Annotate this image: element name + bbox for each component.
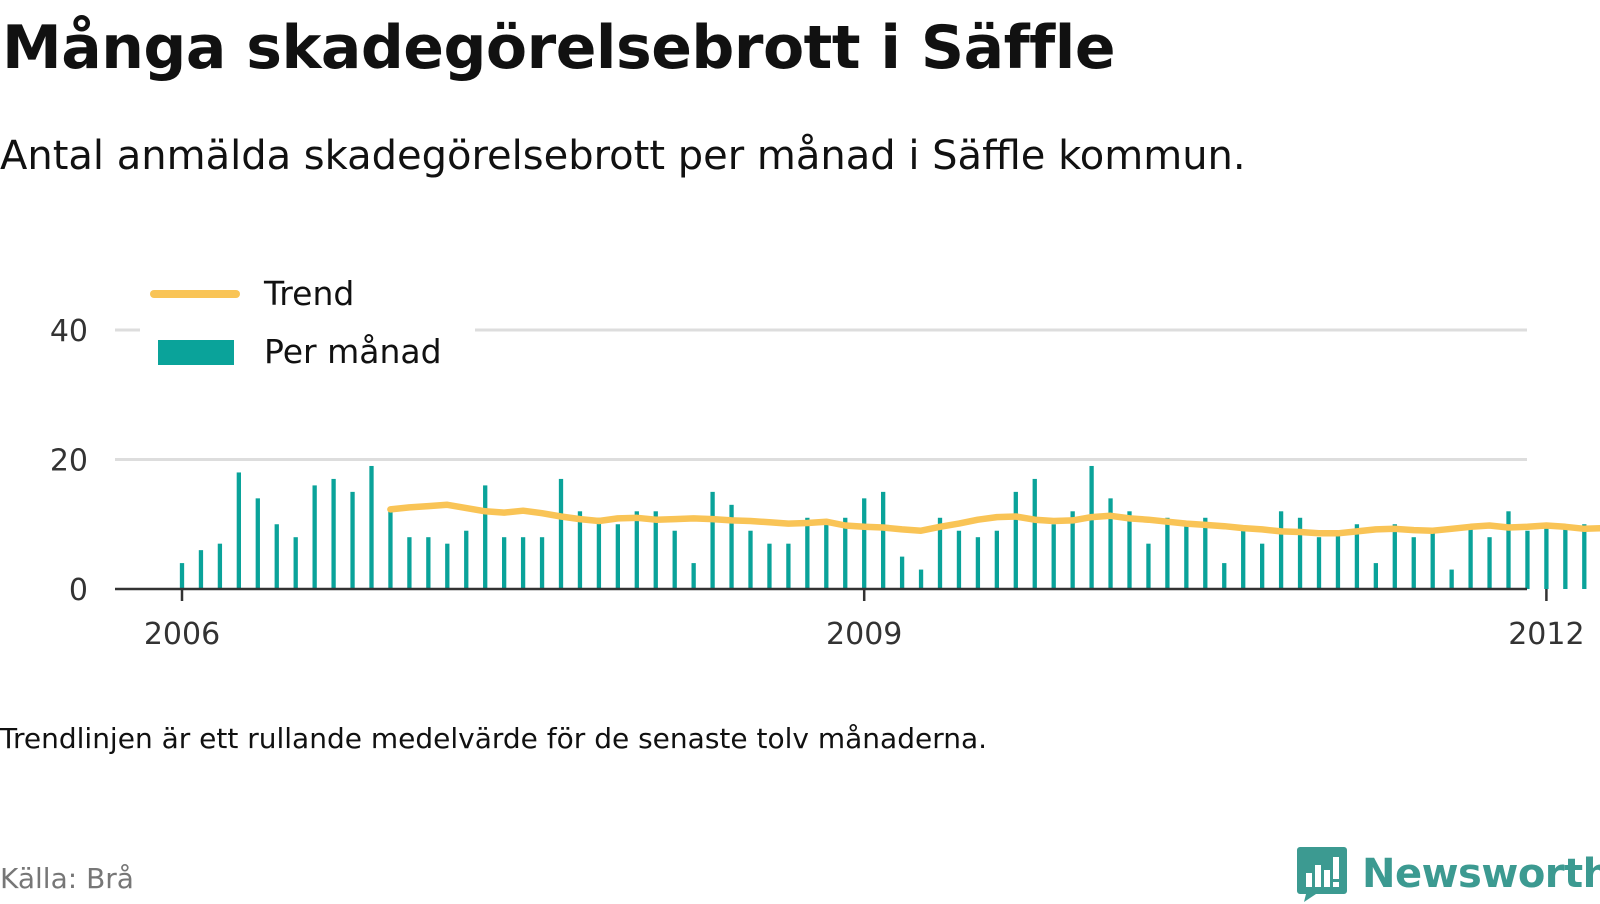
bar bbox=[596, 517, 602, 589]
bar bbox=[805, 517, 810, 589]
bar bbox=[937, 517, 943, 589]
bar bbox=[236, 472, 241, 589]
bar bbox=[1525, 530, 1530, 589]
axes: 020402006200920122015201820212023 bbox=[50, 314, 1585, 652]
bar bbox=[1127, 511, 1132, 589]
bar bbox=[1487, 537, 1492, 589]
bar bbox=[1316, 537, 1322, 589]
bar bbox=[862, 498, 867, 589]
bar bbox=[918, 569, 924, 589]
bar bbox=[1278, 511, 1284, 589]
x-tick-label: 2009 bbox=[826, 617, 902, 652]
bar bbox=[1203, 517, 1208, 589]
bar bbox=[179, 563, 185, 589]
chart-note: Trendlinjen är ett rullande medelvärde f… bbox=[0, 722, 988, 755]
bar bbox=[1335, 530, 1341, 589]
bar bbox=[1468, 524, 1473, 589]
bar bbox=[767, 543, 772, 589]
bar bbox=[198, 550, 204, 589]
bar bbox=[956, 530, 962, 589]
x-tick-label: 2006 bbox=[144, 617, 220, 652]
bar bbox=[1582, 524, 1587, 589]
bar bbox=[824, 524, 829, 589]
bar bbox=[1260, 543, 1265, 589]
bar bbox=[1108, 498, 1113, 589]
x-tick-label: 2012 bbox=[1508, 617, 1584, 652]
bar-chart: 020402006200920122015201820212023 Trend … bbox=[50, 268, 1600, 652]
source-label: Källa: Brå bbox=[0, 862, 134, 895]
brand-name: Newsworthy bbox=[1362, 851, 1600, 897]
bar bbox=[1297, 517, 1303, 589]
bar bbox=[1392, 524, 1397, 589]
y-tick-label: 40 bbox=[50, 314, 88, 349]
bar bbox=[994, 530, 999, 589]
bar bbox=[634, 511, 639, 589]
bar bbox=[293, 537, 298, 589]
bar bbox=[1013, 491, 1018, 589]
bar bbox=[274, 524, 279, 589]
bar bbox=[483, 485, 488, 589]
bar bbox=[653, 511, 658, 589]
bar bbox=[539, 537, 545, 589]
bar bbox=[748, 530, 753, 589]
bar bbox=[1354, 524, 1360, 589]
legend-swatch-per-manad bbox=[158, 340, 234, 365]
bar bbox=[1032, 478, 1037, 589]
y-tick-label: 0 bbox=[69, 573, 88, 608]
trend-line bbox=[387, 501, 1600, 537]
bar bbox=[1222, 563, 1227, 589]
bar bbox=[843, 517, 848, 589]
bar bbox=[369, 465, 374, 589]
bar bbox=[1165, 517, 1170, 589]
bar bbox=[1563, 524, 1568, 589]
bar bbox=[1089, 465, 1094, 589]
bar bbox=[312, 485, 317, 589]
bar bbox=[445, 543, 450, 589]
bar bbox=[217, 543, 223, 589]
bar bbox=[1449, 569, 1454, 589]
bar bbox=[1506, 511, 1511, 589]
bar bbox=[786, 543, 791, 589]
brand-logo: Newsworthy bbox=[1296, 844, 1600, 904]
legend-label-trend: Trend bbox=[263, 274, 354, 313]
bar bbox=[672, 530, 677, 589]
bar bbox=[520, 537, 526, 589]
bar bbox=[1070, 511, 1075, 589]
bar bbox=[899, 556, 905, 589]
bar bbox=[881, 491, 886, 589]
bar bbox=[388, 511, 393, 589]
bar bbox=[1241, 530, 1246, 589]
bar bbox=[407, 537, 412, 589]
y-tick-label: 20 bbox=[50, 444, 88, 479]
bar bbox=[1373, 563, 1378, 589]
chart-subtitle: Antal anmälda skadegörelsebrott per måna… bbox=[0, 133, 1246, 179]
bar bbox=[1430, 530, 1435, 589]
bar bbox=[729, 504, 734, 589]
bar bbox=[350, 491, 355, 589]
bar bbox=[502, 537, 507, 589]
bar bbox=[615, 524, 620, 589]
trend-series bbox=[387, 501, 1600, 537]
bar bbox=[577, 511, 583, 589]
bar bbox=[426, 537, 431, 589]
bar bbox=[710, 491, 715, 589]
legend: Trend Per månad bbox=[140, 268, 475, 388]
newsworthy-logo-icon bbox=[1297, 847, 1347, 902]
bar bbox=[558, 478, 564, 589]
bar bbox=[975, 537, 981, 589]
bar bbox=[691, 563, 696, 589]
chart-title: Många skadegörelsebrott i Säffle bbox=[2, 13, 1116, 83]
bar bbox=[255, 498, 260, 589]
bar bbox=[1184, 524, 1189, 589]
bar bbox=[331, 478, 336, 589]
bar bbox=[464, 530, 469, 589]
bar bbox=[1544, 524, 1549, 589]
legend-label-per-manad: Per månad bbox=[264, 332, 442, 371]
bar bbox=[1146, 543, 1151, 589]
bar bbox=[1411, 537, 1416, 589]
bar bbox=[1051, 524, 1056, 589]
bars bbox=[179, 465, 1587, 589]
